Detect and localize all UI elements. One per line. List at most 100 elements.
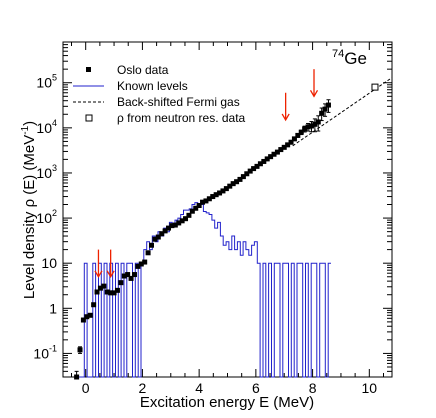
oslo-data-point [162,228,168,234]
oslo-data-point [138,261,144,267]
oslo-data-point [176,220,182,226]
y-tick-base: 10 [41,255,57,271]
oslo-data-point [302,126,308,132]
oslo-data-point [261,158,267,164]
oslo-data-point [128,275,134,281]
oslo-data-point [169,223,175,229]
oslo-data-point [274,149,280,155]
oslo-data-point [308,123,314,129]
x-tick-label: 4 [195,380,203,396]
oslo-data-point [264,156,270,162]
y-tick-base: 10 [36,210,52,226]
red-arrow-head [106,270,115,279]
oslo-data-point [210,194,216,200]
oslo-data-point [285,142,291,148]
oslo-data-point [268,154,274,160]
oslo-data-point [152,236,158,242]
legend-label-known: Known levels [117,79,188,93]
oslo-data-point [159,231,165,237]
oslo-data-point [87,312,93,318]
oslo-data-point [281,144,287,150]
red-arrow-head [94,270,103,279]
x-tick-label: 2 [139,380,147,396]
y-tick-base: 10 [36,165,52,181]
x-tick-label: 8 [309,380,317,396]
oslo-data-point [101,283,107,289]
x-tick-label: 10 [362,380,378,396]
oslo-data-point [237,176,243,182]
oslo-data-point [121,273,127,279]
y-tick-base: 10 [36,120,52,136]
oslo-data-point [118,280,124,286]
oslo-data-point [257,161,263,167]
y-tick-exponent: 2 [52,208,57,218]
oslo-data-point [203,198,209,204]
x-axis-title: Excitation energy E (MeV) [140,394,314,411]
oslo-data-point [298,129,304,135]
oslo-data-point [288,139,294,145]
oslo-data-point [295,132,301,138]
x-tick-label: 6 [252,380,260,396]
legend-marker-oslo [86,67,91,72]
oslo-data-point [111,290,117,296]
oslo-data-layer [74,99,331,380]
y-axis-title-main: Level density ρ (E) (MeV [21,135,38,299]
oslo-data-point [325,102,331,108]
isotope-mass: 74 [332,48,344,60]
oslo-data-point [223,186,229,192]
oslo-data-point [213,192,219,198]
y-tick-base: 10 [36,75,52,91]
oslo-data-point [206,196,212,202]
oslo-data-point [108,290,114,296]
oslo-data-point [91,302,97,308]
y-axis-title-sup: -1 [20,125,31,134]
arrow-layer [94,69,319,279]
oslo-data-point [254,163,260,169]
oslo-data-point [240,174,246,180]
isotope-label: 74Ge [332,48,367,68]
oslo-data-point [200,199,206,205]
oslo-data-point [312,121,318,127]
y-tick-label: 103 [36,163,57,181]
oslo-data-point [155,234,161,240]
y-tick-base: 1 [49,300,57,316]
oslo-data-point [166,225,172,231]
known-levels-line [75,202,331,378]
y-axis-title: Level density ρ (E) (MeV-1) [20,121,38,299]
y-tick-label: 105 [36,73,57,91]
oslo-data-point [278,147,284,153]
oslo-data-point [315,119,321,125]
oslo-data-point [291,136,297,142]
oslo-data-point [319,110,325,116]
oslo-data-point [104,289,110,295]
isotope-symbol: Ge [344,49,367,68]
oslo-data-point [135,263,141,269]
x-tick-label: 0 [82,380,90,396]
oslo-data-point [305,124,311,130]
oslo-data-point [251,166,257,172]
neutron-resonance-point [371,83,379,91]
oslo-data-point [234,179,240,185]
y-tick-label: 104 [36,118,57,136]
oslo-data-point [322,106,328,112]
red-arrow-head [281,113,290,122]
oslo-data-point [244,171,250,177]
oslo-data-point [183,216,189,222]
oslo-data-point [179,218,185,224]
oslo-data-point [74,374,80,380]
oslo-data-point [271,151,277,157]
oslo-data-point [186,212,192,218]
oslo-data-point [217,190,223,196]
red-arrow-head [309,89,319,98]
legend-label-oslo: Oslo data [117,63,169,77]
y-tick-label: 10-1 [33,343,57,361]
oslo-data-point [193,205,199,211]
y-tick-label: 102 [36,208,57,226]
oslo-data-point [77,347,83,353]
legend: Oslo data Known levels Back-shifted Ferm… [73,63,246,125]
y-tick-exponent: -1 [49,343,57,353]
legend-label-neutron: ρ from neutron res. data [117,111,246,125]
y-tick-exponent: 3 [52,163,57,173]
